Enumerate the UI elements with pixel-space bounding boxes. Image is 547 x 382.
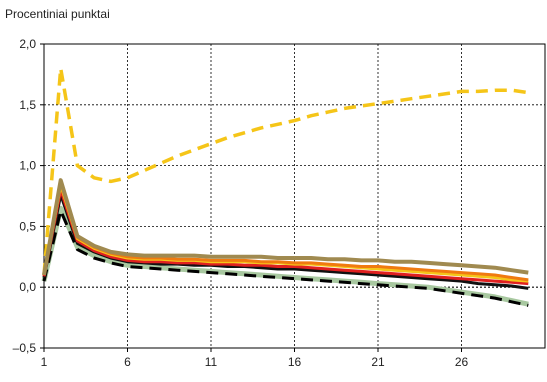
x-tick-label: 21 — [371, 355, 385, 369]
x-tick-label: 11 — [205, 355, 218, 369]
series-line-5 — [42, 188, 529, 286]
x-tick-label: 26 — [455, 355, 469, 369]
x-tick-label: 1 — [41, 355, 48, 369]
series-line-7 — [42, 181, 529, 282]
series-line-1 — [42, 66, 529, 276]
y-axis-label: Procentiniai punktai — [5, 7, 110, 21]
x-tick-label: 16 — [288, 355, 302, 369]
y-tick-label: 0,0 — [19, 280, 36, 294]
y-tick-label: 2,0 — [19, 37, 36, 51]
series-line-3 — [42, 209, 529, 307]
y-tick-label: 1,0 — [19, 159, 36, 173]
x-tick-label: 6 — [124, 355, 131, 369]
y-tick-label: 0,5 — [19, 219, 36, 233]
y-tick-label: 1,5 — [19, 98, 36, 112]
series-line-8 — [42, 178, 529, 276]
y-tick-label: –0,5 — [13, 341, 37, 355]
